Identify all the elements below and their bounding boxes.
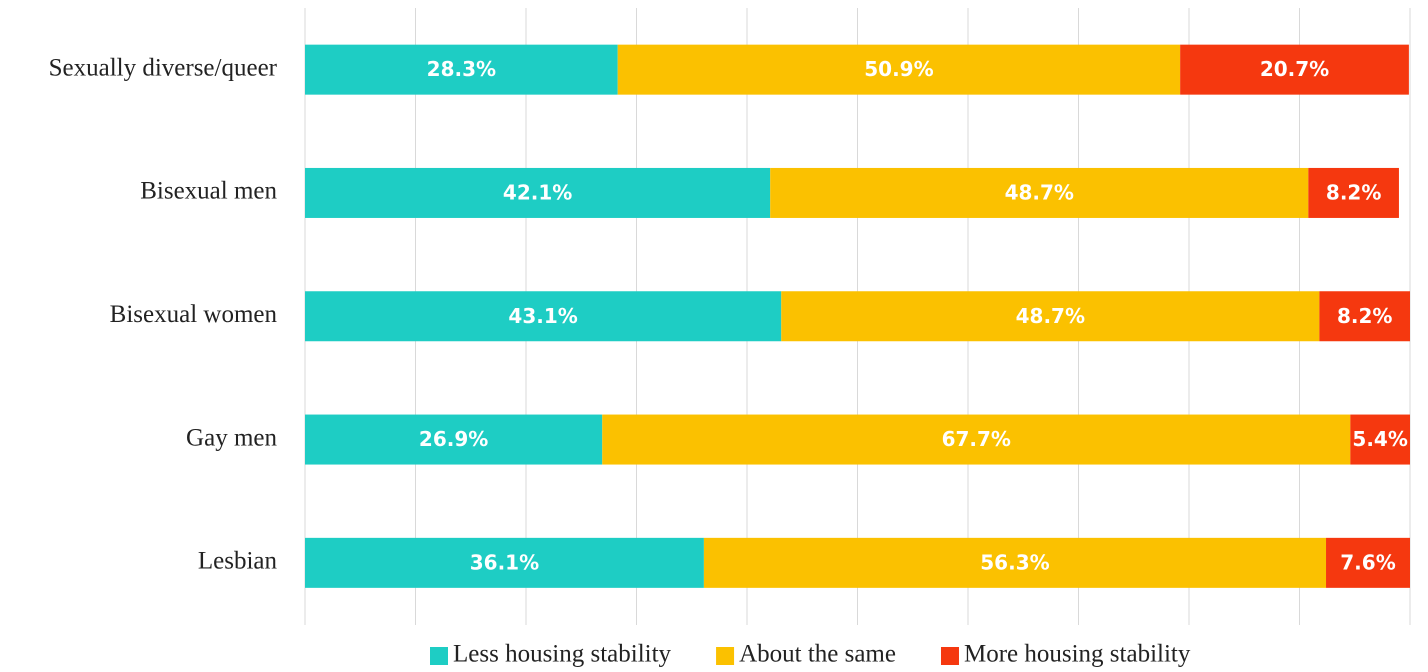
data-label: 42.1% [503, 180, 572, 204]
data-label: 48.7% [1005, 180, 1074, 204]
data-label: 43.1% [508, 304, 577, 328]
bar-segment [1350, 414, 1410, 465]
bar-segment [703, 537, 1327, 588]
bar-segment [1326, 537, 1410, 588]
bar-segment [617, 44, 1181, 95]
data-label: 67.7% [942, 427, 1011, 451]
category-label: Lesbian [198, 548, 278, 575]
data-label: 8.2% [1326, 180, 1381, 204]
bar-segment [1308, 167, 1399, 218]
data-label: 8.2% [1337, 304, 1392, 328]
legend-label: More housing stability [964, 641, 1191, 668]
category-label: Gay men [186, 424, 277, 451]
legend-label: Less housing stability [453, 641, 672, 668]
category-label: Bisexual women [110, 301, 278, 328]
legend-swatch [430, 647, 448, 665]
legend-swatch [940, 647, 959, 665]
category-label: Sexually diverse/queer [49, 54, 278, 81]
bar-segment [305, 291, 782, 342]
bar-segment [305, 414, 603, 465]
bar-segment [1319, 291, 1410, 342]
bar-segment [305, 167, 771, 218]
bar-segment [781, 291, 1320, 342]
legend-label: About the same [739, 641, 896, 668]
data-label: 28.3% [427, 57, 496, 81]
bar-segment [305, 537, 704, 588]
data-label: 36.1% [470, 550, 539, 574]
category-label: Bisexual men [140, 178, 277, 205]
bar-segment [305, 44, 618, 95]
bar-segment [770, 167, 1309, 218]
bar-segment [602, 414, 1351, 465]
data-label: 7.6% [1340, 550, 1395, 574]
bar-segment [1180, 44, 1409, 95]
legend-swatch [716, 647, 735, 665]
data-label: 5.4% [1352, 427, 1407, 451]
data-label: 26.9% [419, 427, 488, 451]
data-label: 48.7% [1016, 304, 1085, 328]
data-label: 56.3% [980, 550, 1049, 574]
data-label: 20.7% [1260, 57, 1329, 81]
data-label: 50.9% [864, 57, 933, 81]
